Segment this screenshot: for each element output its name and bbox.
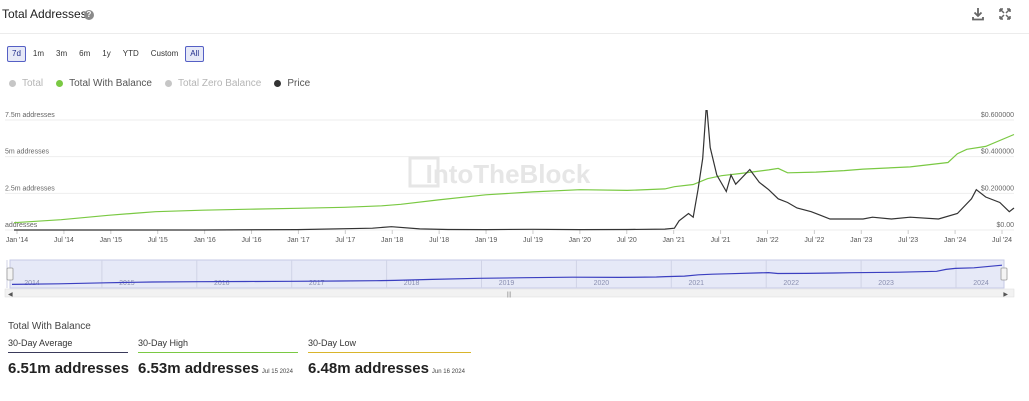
x-tick-label: Jul '16 xyxy=(242,237,262,244)
scroll-right-icon: ▶ xyxy=(1003,292,1008,298)
stat-average-label: 30-Day Average xyxy=(8,338,73,348)
stat-low-label: 30-Day Low xyxy=(308,338,357,348)
navigator-label: 2015 xyxy=(119,280,135,287)
legend-dot-icon xyxy=(9,80,16,87)
stat-high: 30-Day High 6.53m addresses Jul 15 2024 xyxy=(138,338,298,377)
navigator-label: 2014 xyxy=(24,280,40,287)
x-tick-label: Jul '24 xyxy=(992,237,1012,244)
stat-average-underline xyxy=(8,352,128,353)
navigator-label: 2018 xyxy=(404,280,420,287)
range-button-3m[interactable]: 3m xyxy=(51,46,72,62)
legend-label: Total With Balance xyxy=(69,78,152,89)
legend-dot-icon xyxy=(56,80,64,87)
range-button-all[interactable]: All xyxy=(185,46,205,62)
x-tick-label: Jul '21 xyxy=(711,237,731,244)
stat-high-value: 6.53m addresses xyxy=(138,360,259,377)
stat-average: 30-Day Average 6.51m addresses xyxy=(8,338,129,377)
navigator-handle-right[interactable] xyxy=(1000,267,1008,281)
stat-high-underline xyxy=(138,352,298,353)
range-button-custom[interactable]: Custom xyxy=(146,46,184,62)
navigator-series-line xyxy=(11,264,1003,285)
series-line-total-with-balance xyxy=(13,133,1015,224)
navigator-handle-left[interactable] xyxy=(6,267,14,281)
watermark-text: IntoTheBlock xyxy=(426,159,591,189)
y-right-tick-label: $0.00 xyxy=(996,222,1014,229)
x-tick-label: Jan '14 xyxy=(6,237,28,244)
y-right-tick-label: $0.200000 xyxy=(981,185,1014,192)
legend-label: Total Zero Balance xyxy=(177,78,262,89)
navigator-label: 2023 xyxy=(878,280,894,287)
x-tick-label: Jul '17 xyxy=(335,237,355,244)
x-tick-label: Jan '18 xyxy=(381,237,403,244)
stat-high-label: 30-Day High xyxy=(138,338,189,348)
legend-item-total-with-balance[interactable]: Total With Balance xyxy=(56,78,152,89)
navigator-label: 2019 xyxy=(499,280,515,287)
navigator-label: 2022 xyxy=(783,280,799,287)
x-tick-label: Jan '15 xyxy=(100,237,122,244)
navigator-label: 2020 xyxy=(594,280,610,287)
range-button-ytd[interactable]: YTD xyxy=(118,46,144,62)
stat-low: 30-Day Low 6.48m addresses Jun 16 2024 xyxy=(308,338,471,377)
navigator-label: 2021 xyxy=(689,280,705,287)
y-left-tick-label: 5m addresses xyxy=(5,149,49,156)
x-tick-label: Jan '21 xyxy=(662,237,684,244)
x-tick-label: Jan '24 xyxy=(944,237,966,244)
watermark-logo-icon xyxy=(408,156,440,188)
y-left-tick-label: addresses xyxy=(5,222,38,229)
y-right-tick-label: $0.400000 xyxy=(981,149,1014,156)
range-selector: 7d 1m 3m 6m 1y YTD Custom All xyxy=(7,46,205,62)
navigator-label: 2017 xyxy=(309,280,325,287)
stat-low-value: 6.48m addresses xyxy=(308,360,429,377)
legend-item-total[interactable]: Total xyxy=(9,78,43,89)
x-tick-label: Jan '17 xyxy=(287,237,309,244)
legend-item-price[interactable]: Price xyxy=(274,78,310,89)
x-tick-label: Jul '23 xyxy=(898,237,918,244)
stat-high-date: Jul 15 2024 xyxy=(261,369,293,375)
x-tick-label: Jan '16 xyxy=(193,237,215,244)
range-button-1y[interactable]: 1y xyxy=(97,46,115,62)
y-left-tick-label: 7.5m addresses xyxy=(5,112,55,119)
x-tick-label: Jul '19 xyxy=(523,237,543,244)
navigator-window xyxy=(9,259,1005,289)
legend-label: Total xyxy=(22,78,44,89)
chart-area[interactable]: addresses 2.5m addresses 5m addresses 7.5m … xyxy=(0,110,1029,300)
help-circle-icon[interactable]: ? xyxy=(84,10,94,20)
legend-item-total-zero-balance[interactable]: Total Zero Balance xyxy=(164,78,262,89)
series-line-price xyxy=(14,110,1015,231)
scroll-left-icon: ◀ xyxy=(8,292,13,298)
stat-low-underline xyxy=(308,352,471,353)
expand-icon[interactable] xyxy=(997,6,1013,22)
navigator-label: 2024 xyxy=(973,280,989,287)
legend-dot-icon xyxy=(164,80,172,87)
navigator-label: 2016 xyxy=(214,280,230,287)
x-tick-label: Jul '14 xyxy=(54,237,74,244)
navigator-scrollbar[interactable] xyxy=(4,288,1015,298)
stat-average-value: 6.51m addresses xyxy=(8,360,129,377)
scroll-grip-icon: ||| xyxy=(507,292,512,298)
legend-label: Price xyxy=(287,78,311,89)
stats-title: Total With Balance xyxy=(8,321,91,332)
x-tick-label: Jul '18 xyxy=(429,237,449,244)
x-tick-label: Jan '23 xyxy=(850,237,872,244)
y-left-tick-label: 2.5m addresses xyxy=(5,185,55,192)
legend-dot-icon xyxy=(274,80,282,87)
x-tick-label: Jul '22 xyxy=(804,237,824,244)
x-tick-label: Jul '20 xyxy=(617,237,637,244)
range-button-7d[interactable]: 7d xyxy=(7,46,26,62)
range-button-1m[interactable]: 1m xyxy=(28,46,49,62)
y-right-tick-label: $0.600000 xyxy=(981,112,1014,119)
range-button-6m[interactable]: 6m xyxy=(74,46,95,62)
x-tick-label: Jan '19 xyxy=(475,237,497,244)
x-tick-label: Jan '22 xyxy=(756,237,778,244)
download-icon[interactable] xyxy=(970,6,986,22)
page-title: Total Addresses xyxy=(2,7,87,21)
stat-low-date: Jun 16 2024 xyxy=(431,369,465,375)
chart-header: Total Addresses ? xyxy=(0,0,1029,34)
x-tick-label: Jan '20 xyxy=(569,237,591,244)
x-tick-label: Jul '15 xyxy=(148,237,168,244)
chart-legend: Total Total With Balance Total Zero Balanc… xyxy=(9,78,310,89)
